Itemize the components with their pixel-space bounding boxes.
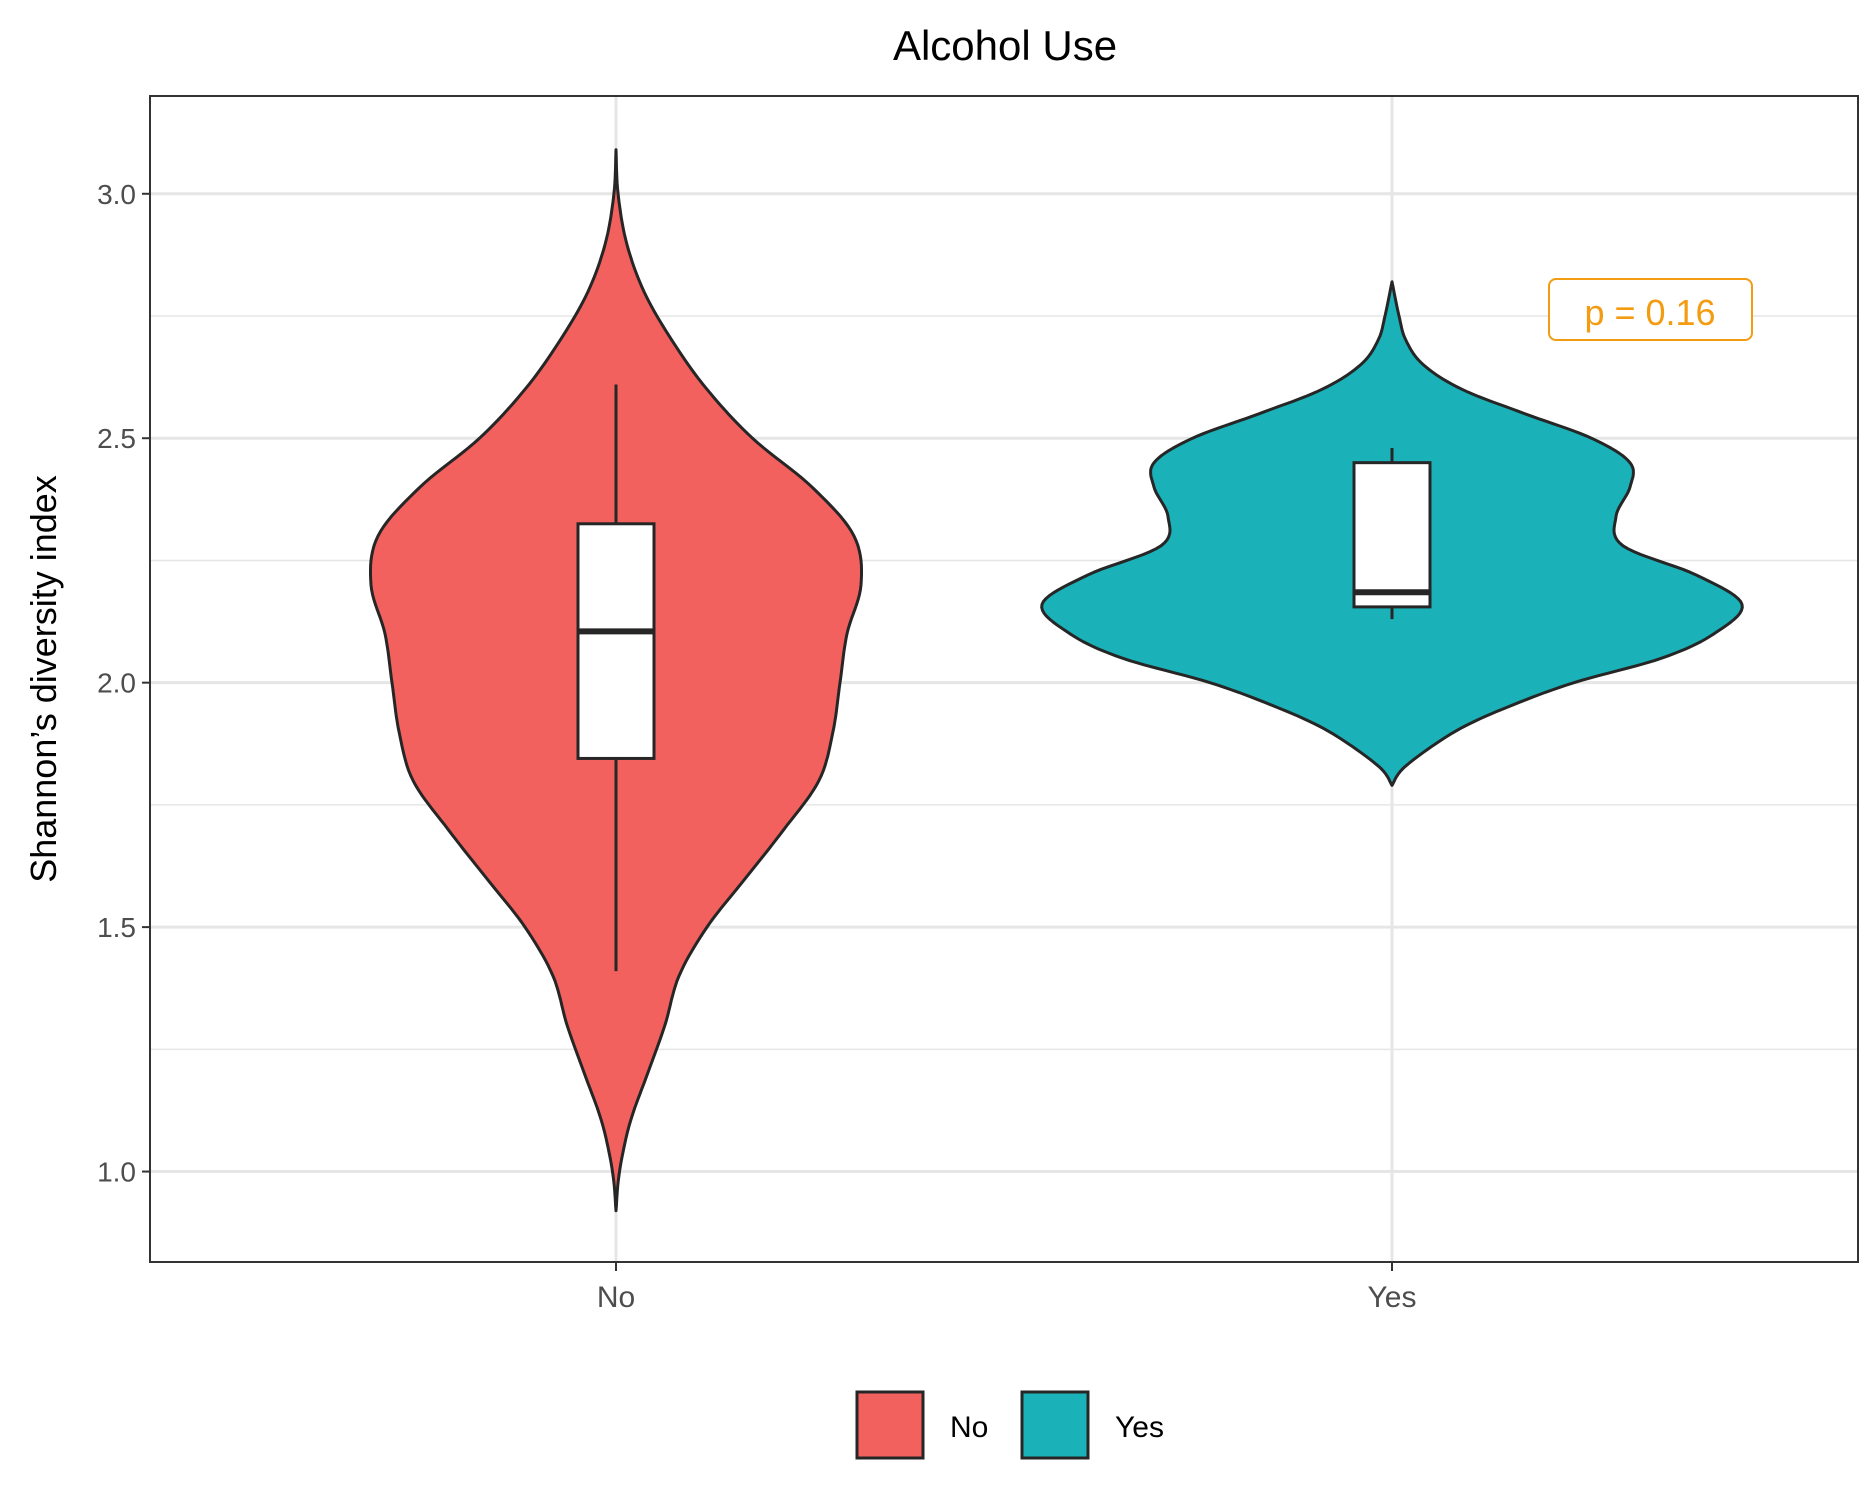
boxplot-no <box>576 384 656 972</box>
violin-layer <box>369 148 1744 1213</box>
legend-key-no <box>855 1390 925 1460</box>
boxplot-layer <box>576 384 1432 972</box>
box-iqr <box>576 522 656 760</box>
p-value-text: p = 0.16 <box>1584 292 1715 333</box>
y-axis-label: Shannon’s diversity index <box>23 475 64 883</box>
legend-key-yes <box>1020 1390 1090 1460</box>
panel-border <box>149 95 1859 1263</box>
chart-title: Alcohol Use <box>893 22 1117 69</box>
y-tick-label: 1.5 <box>97 912 136 943</box>
axis-layer: 1.0 1.5 2.0 2.5 3.0 No Yes <box>97 179 1416 1314</box>
x-tick-label: Yes <box>1368 1281 1417 1314</box>
y-tick-label: 3.0 <box>97 179 136 210</box>
box-iqr <box>1352 461 1432 609</box>
y-tick-label: 1.0 <box>97 1157 136 1188</box>
p-value-annotation: p = 0.16 <box>1548 278 1753 341</box>
x-tick-label: No <box>597 1281 635 1314</box>
legend-label-no: No <box>950 1411 988 1444</box>
legend: No Yes <box>855 1390 1164 1460</box>
boxplot-yes <box>1352 448 1432 620</box>
p-value-box <box>1548 278 1753 341</box>
legend-label-yes: Yes <box>1115 1411 1164 1444</box>
y-tick-label: 2.5 <box>97 423 136 454</box>
y-tick-label: 2.0 <box>97 668 136 699</box>
